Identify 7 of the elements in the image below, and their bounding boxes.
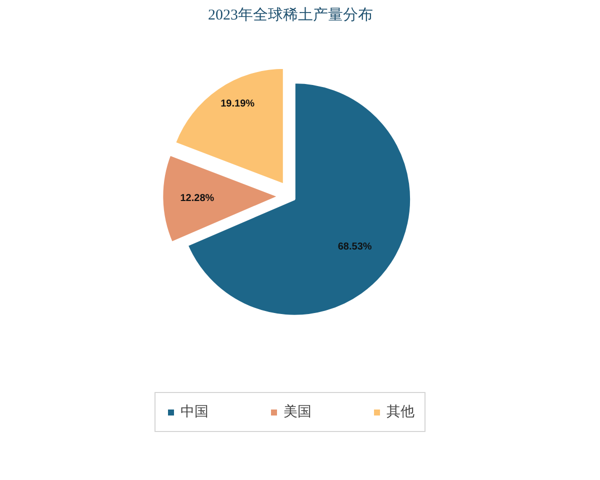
data-label: 68.53% [338,241,372,252]
legend-label: 其他 [386,404,414,421]
data-label: 12.28% [180,192,214,204]
chart-title: 2023年全球稀土产量分布 [208,6,373,24]
legend-label: 美国 [284,403,312,421]
data-label: 19.19% [220,98,255,110]
legend-label: 中国 [180,404,208,421]
